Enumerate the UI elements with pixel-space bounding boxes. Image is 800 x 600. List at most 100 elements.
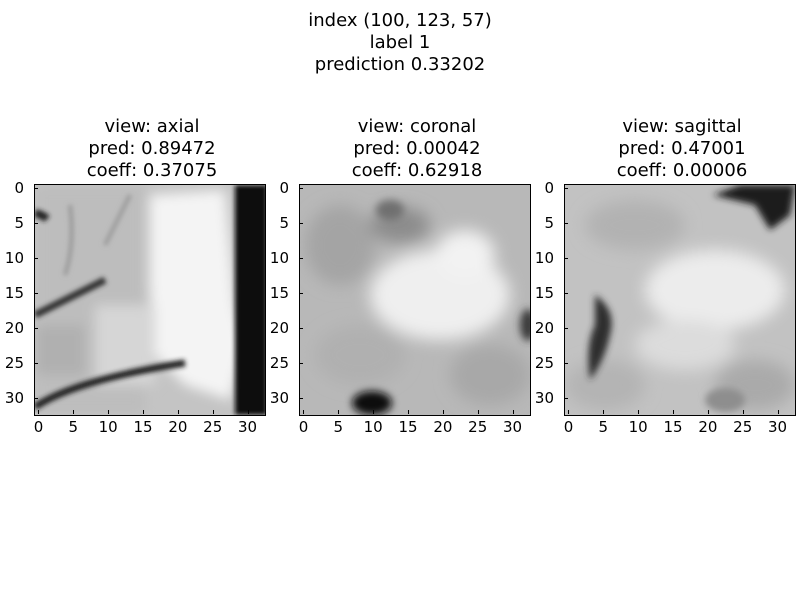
panel-title: view: sagittal pred: 0.47001 coeff: 0.00…: [562, 116, 800, 182]
x-tick-label: 20: [698, 418, 718, 436]
x-tick-label: 5: [68, 418, 79, 436]
x-tick-label: 10: [628, 418, 648, 436]
y-tick-label: 15: [534, 284, 554, 303]
y-tick-mark: [299, 258, 303, 260]
x-tick-label: 5: [333, 418, 344, 436]
panel-sagittal: view: sagittal pred: 0.47001 coeff: 0.00…: [535, 116, 800, 456]
y-tick-mark: [34, 188, 38, 190]
x-tick-mark: [143, 410, 145, 414]
pred-label: pred: 0.89472: [88, 138, 216, 159]
x-tick-mark: [477, 410, 479, 414]
y-tick-mark: [564, 327, 568, 329]
y-tick-mark: [299, 293, 303, 295]
y-tick-label: 20: [534, 318, 554, 337]
x-tick-mark: [742, 410, 744, 414]
view-label: view: sagittal: [622, 116, 742, 137]
y-tick-label: 10: [269, 249, 289, 268]
x-tick-mark: [673, 410, 675, 414]
y-tick-label: 0: [279, 179, 289, 198]
y-tick-label: 20: [4, 318, 24, 337]
heatmap-image: [564, 184, 796, 416]
x-tick-mark: [338, 410, 340, 414]
x-tick-label: 20: [168, 418, 188, 436]
x-tick-mark: [442, 410, 444, 414]
y-tick-mark: [34, 293, 38, 295]
x-tick-mark: [638, 410, 640, 414]
y-tick-label: 25: [4, 353, 24, 372]
y-tick-mark: [564, 223, 568, 225]
y-tick-label: 25: [534, 353, 554, 372]
x-tick-label: 30: [768, 418, 788, 436]
x-tick-mark: [303, 410, 305, 414]
x-tick-label: 10: [363, 418, 383, 436]
view-label: view: coronal: [357, 116, 477, 137]
title-index: index (100, 123, 57): [308, 10, 492, 31]
y-tick-label: 25: [269, 353, 289, 372]
y-tick-label: 10: [4, 249, 24, 268]
x-tick-mark: [512, 410, 514, 414]
y-tick-mark: [299, 223, 303, 225]
heatmap-image: [34, 184, 266, 416]
figure-title: index (100, 123, 57) label 1 prediction …: [0, 10, 800, 76]
panel-axial: view: axial pred: 0.89472 coeff: 0.37075: [5, 116, 272, 456]
x-tick-mark: [568, 410, 570, 414]
coeff-label: coeff: 0.62918: [351, 160, 483, 181]
x-tick-label: 25: [203, 418, 223, 436]
x-tick-mark: [177, 410, 179, 414]
x-tick-mark: [603, 410, 605, 414]
x-tick-mark: [408, 410, 410, 414]
y-tick-mark: [34, 362, 38, 364]
title-label: label 1: [369, 32, 431, 53]
x-tick-mark: [707, 410, 709, 414]
title-prediction: prediction 0.33202: [314, 54, 486, 75]
pred-label: pred: 0.47001: [618, 138, 746, 159]
y-tick-mark: [299, 362, 303, 364]
x-tick-label: 20: [433, 418, 453, 436]
y-tick-mark: [564, 258, 568, 260]
y-tick-label: 15: [4, 284, 24, 303]
x-tick-label: 30: [503, 418, 523, 436]
x-tick-label: 5: [598, 418, 609, 436]
y-tick-label: 30: [534, 388, 554, 407]
x-tick-label: 0: [298, 418, 309, 436]
panel-coronal: view: coronal pred: 0.00042 coeff: 0.629…: [270, 116, 537, 456]
coeff-label: coeff: 0.37075: [86, 160, 218, 181]
pred-label: pred: 0.00042: [353, 138, 481, 159]
y-tick-mark: [34, 327, 38, 329]
panel-title: view: axial pred: 0.89472 coeff: 0.37075: [32, 116, 272, 182]
x-tick-mark: [373, 410, 375, 414]
y-tick-label: 5: [279, 214, 289, 233]
y-tick-mark: [34, 223, 38, 225]
x-tick-mark: [73, 410, 75, 414]
y-tick-label: 5: [544, 214, 554, 233]
x-tick-label: 0: [33, 418, 44, 436]
panel-title: view: coronal pred: 0.00042 coeff: 0.629…: [297, 116, 537, 182]
y-tick-label: 5: [14, 214, 24, 233]
y-tick-mark: [564, 362, 568, 364]
view-label: view: axial: [104, 116, 200, 137]
y-tick-label: 15: [269, 284, 289, 303]
x-tick-label: 10: [98, 418, 118, 436]
y-tick-mark: [299, 397, 303, 399]
x-tick-mark: [212, 410, 214, 414]
y-tick-mark: [34, 397, 38, 399]
x-tick-mark: [38, 410, 40, 414]
y-tick-label: 30: [269, 388, 289, 407]
y-tick-label: 20: [269, 318, 289, 337]
x-tick-mark: [777, 410, 779, 414]
x-tick-mark: [247, 410, 249, 414]
y-tick-label: 30: [4, 388, 24, 407]
x-tick-label: 25: [733, 418, 753, 436]
y-tick-label: 0: [14, 179, 24, 198]
y-tick-mark: [564, 188, 568, 190]
y-tick-mark: [299, 188, 303, 190]
y-tick-label: 10: [534, 249, 554, 268]
x-tick-mark: [108, 410, 110, 414]
x-tick-label: 30: [238, 418, 258, 436]
x-tick-label: 0: [563, 418, 574, 436]
x-tick-label: 25: [468, 418, 488, 436]
x-tick-label: 15: [663, 418, 683, 436]
coeff-label: coeff: 0.00006: [616, 160, 748, 181]
y-tick-mark: [564, 397, 568, 399]
y-tick-mark: [34, 258, 38, 260]
